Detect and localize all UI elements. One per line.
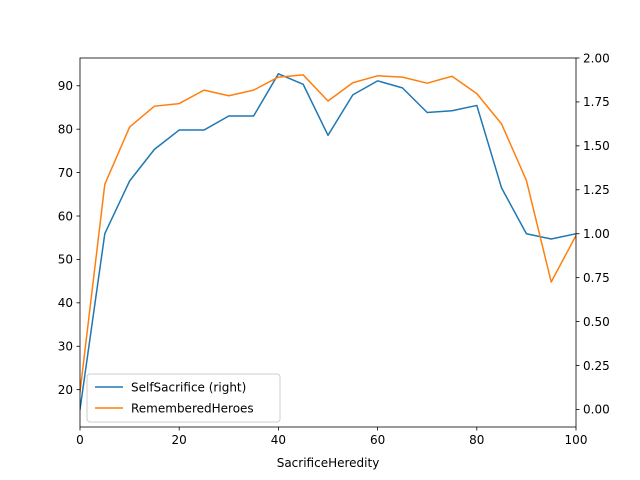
y-right-tick-label: 1.25	[583, 183, 610, 197]
x-tick-label: 60	[370, 433, 385, 447]
x-tick-label: 100	[565, 433, 588, 447]
y-right-tick-label: 1.75	[583, 95, 610, 109]
y-left-tick-label: 80	[58, 122, 73, 136]
y-left-tick-label: 40	[58, 296, 73, 310]
x-tick-label: 80	[469, 433, 484, 447]
series-line-selfsacrifice	[80, 73, 576, 411]
y-left-tick-label: 50	[58, 253, 73, 267]
series-line-rememberedheroes	[80, 74, 576, 393]
legend-entry-label: RememberedHeroes	[131, 401, 254, 415]
x-axis-label: SacrificeHeredity	[277, 456, 380, 470]
y-left-tick-label: 90	[58, 79, 73, 93]
y-right-tick-label: 0.00	[583, 403, 610, 417]
y-left-tick-label: 60	[58, 209, 73, 223]
legend-box	[86, 373, 281, 423]
y-left-tick-label: 20	[58, 383, 73, 397]
y-left-tick-label: 30	[58, 340, 73, 354]
series-layer	[80, 73, 576, 411]
axes-layer: 0 20 40 60 80 100 20 30 40 50 60 70 80 90 0.00 0.25 0.50…	[58, 51, 610, 447]
legend-entry-label: SelfSacrifice (right)	[131, 380, 246, 394]
x-tick-label: 0	[76, 433, 84, 447]
plot-frame	[79, 57, 577, 428]
y-right-tick-label: 0.25	[583, 359, 610, 373]
y-right-tick-label: 1.00	[583, 227, 610, 241]
x-tick-label: 40	[271, 433, 286, 447]
y-left-tick-label: 70	[58, 166, 73, 180]
y-right-tick-label: 0.50	[583, 315, 610, 329]
x-tick-label: 20	[172, 433, 187, 447]
y-right-tick-label: 2.00	[583, 51, 610, 65]
y-right-tick-label: 0.75	[583, 271, 610, 285]
y-right-tick-label: 1.50	[583, 139, 610, 153]
legend: SelfSacrifice (right) RememberedHeroes	[86, 373, 281, 423]
